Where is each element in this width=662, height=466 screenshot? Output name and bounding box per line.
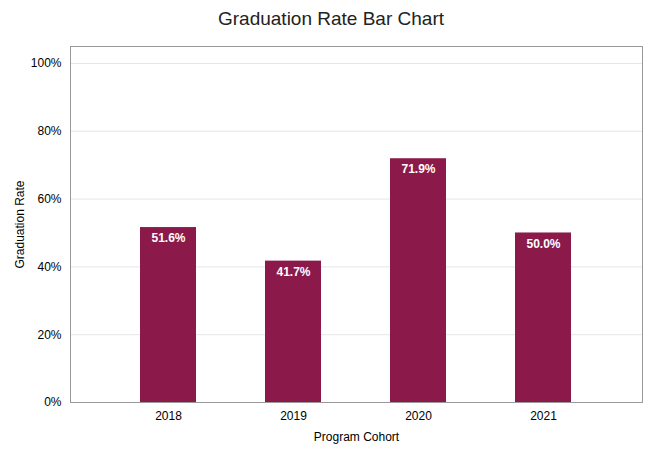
svg-text:100%: 100% <box>31 56 62 70</box>
svg-text:51.6%: 51.6% <box>151 231 185 245</box>
svg-text:60%: 60% <box>37 192 61 206</box>
svg-text:20%: 20% <box>37 328 61 342</box>
svg-text:2021: 2021 <box>530 409 557 423</box>
svg-text:2018: 2018 <box>155 409 182 423</box>
svg-text:2019: 2019 <box>280 409 307 423</box>
svg-text:Program Cohort: Program Cohort <box>314 430 400 444</box>
svg-text:0%: 0% <box>44 395 62 409</box>
svg-text:80%: 80% <box>37 124 61 138</box>
svg-text:41.7%: 41.7% <box>276 265 310 279</box>
svg-text:71.9%: 71.9% <box>401 162 435 176</box>
html-text:Graduation Rate Bar Chart: Graduation Rate Bar Chart <box>218 8 444 29</box>
svg-text:2020: 2020 <box>405 409 432 423</box>
svg-text:50.0%: 50.0% <box>526 236 560 250</box>
svg-text:40%: 40% <box>37 260 61 274</box>
svg-text:Graduation Rate: Graduation Rate <box>13 180 27 268</box>
